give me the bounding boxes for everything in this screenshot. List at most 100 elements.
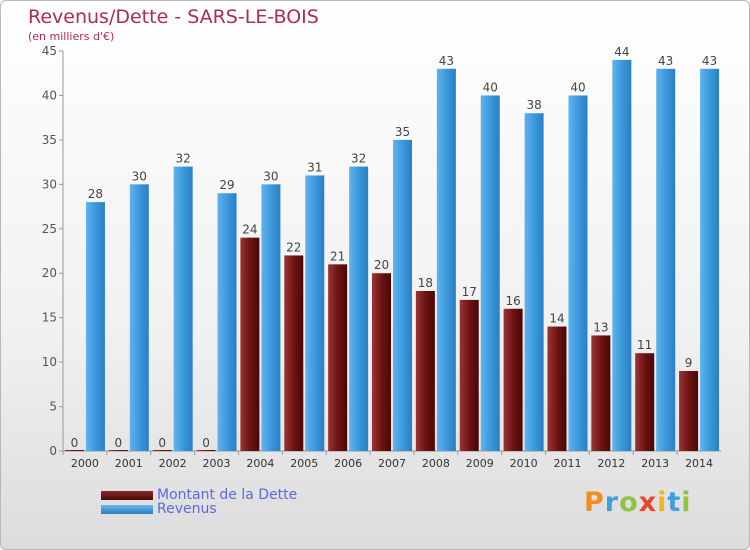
- value-label-revenus: 29: [219, 178, 234, 192]
- bar-debt: [108, 450, 128, 451]
- bar-debt: [152, 450, 172, 451]
- value-label-debt: 17: [462, 285, 477, 299]
- value-label-debt: 24: [242, 223, 257, 237]
- value-label-revenus: 40: [483, 80, 498, 94]
- x-tick-label: 2012: [597, 457, 625, 470]
- logo-letter: x: [638, 487, 658, 518]
- bar-revenus: [129, 184, 149, 452]
- y-tick-label: 5: [49, 400, 57, 414]
- bar-revenus: [480, 95, 500, 451]
- bar-revenus: [217, 193, 237, 451]
- bar-revenus: [173, 166, 193, 452]
- value-label-revenus: 35: [395, 125, 410, 139]
- x-tick-label: 2008: [422, 457, 450, 470]
- value-label-debt: 13: [593, 320, 608, 334]
- bar-debt: [459, 299, 479, 451]
- logo-letter: o: [619, 487, 639, 518]
- value-label-revenus: 38: [526, 98, 541, 112]
- bar-revenus: [524, 113, 544, 451]
- x-tick-label: 2010: [510, 457, 538, 470]
- x-tick-label: 2000: [71, 457, 99, 470]
- x-tick-label: 2003: [203, 457, 231, 470]
- bar-revenus: [700, 68, 720, 452]
- bar-debt: [328, 264, 348, 451]
- bar-revenus: [612, 59, 632, 452]
- value-label-debt: 21: [330, 249, 345, 263]
- y-tick-label: 25: [42, 222, 57, 236]
- bar-revenus: [393, 139, 412, 451]
- bar-revenus: [436, 68, 456, 452]
- y-tick-label: 35: [42, 133, 57, 147]
- bar-debt: [547, 326, 567, 451]
- bar-revenus: [656, 68, 676, 452]
- value-label-revenus: 43: [439, 54, 454, 68]
- bar-debt: [64, 450, 84, 451]
- value-label-revenus: 43: [702, 54, 717, 68]
- value-label-revenus: 30: [132, 169, 147, 183]
- value-label-debt: 20: [374, 258, 389, 272]
- legend-swatch-debt: [101, 491, 153, 500]
- bar-debt: [503, 308, 523, 451]
- y-tick-label: 20: [42, 266, 57, 280]
- y-tick-label: 0: [49, 444, 57, 458]
- logo-letter: r: [604, 487, 620, 518]
- value-label-debt: 0: [158, 436, 166, 450]
- proxiti-logo: Proxiti: [584, 487, 692, 518]
- x-tick-label: 2006: [334, 457, 362, 470]
- y-tick-label: 30: [42, 177, 57, 191]
- x-tick-label: 2001: [115, 457, 143, 470]
- value-label-revenus: 28: [88, 187, 103, 201]
- value-label-debt: 0: [202, 436, 210, 450]
- bar-debt: [591, 335, 611, 451]
- x-tick-label: 2014: [685, 457, 713, 470]
- legend-label-revenus: Revenus: [157, 501, 217, 517]
- value-label-revenus: 31: [307, 160, 322, 174]
- bar-revenus: [568, 95, 588, 451]
- logo-letter: P: [584, 487, 605, 518]
- value-label-revenus: 32: [176, 152, 191, 166]
- x-tick-label: 2009: [466, 457, 494, 470]
- value-label-debt: 22: [286, 240, 301, 254]
- bar-debt: [284, 255, 304, 451]
- value-label-debt: 0: [114, 436, 122, 450]
- bar-debt: [635, 353, 655, 451]
- value-label-debt: 0: [71, 436, 79, 450]
- value-label-debt: 14: [549, 312, 564, 326]
- x-tick-label: 2011: [553, 457, 581, 470]
- value-label-revenus: 30: [263, 169, 278, 183]
- y-tick-label: 15: [42, 311, 57, 325]
- logo-letter: i: [681, 487, 692, 518]
- bar-debt: [679, 371, 699, 451]
- x-tick-label: 2005: [290, 457, 318, 470]
- logo-letter: t: [667, 487, 682, 518]
- y-tick-label: 10: [42, 355, 57, 369]
- logo-letter: i: [657, 487, 668, 518]
- x-tick-label: 2013: [641, 457, 669, 470]
- x-tick-label: 2002: [159, 457, 187, 470]
- value-label-debt: 18: [418, 276, 433, 290]
- chart-subtitle: (en milliers d'€): [28, 30, 115, 43]
- value-label-revenus: 32: [351, 152, 366, 166]
- bar-revenus: [305, 175, 325, 451]
- bar-revenus: [85, 202, 105, 451]
- bar-debt: [196, 450, 216, 451]
- x-tick-label: 2007: [378, 457, 406, 470]
- value-label-debt: 11: [637, 338, 652, 352]
- value-label-debt: 16: [505, 294, 520, 308]
- bar-revenus: [349, 166, 369, 452]
- value-label-revenus: 43: [658, 54, 673, 68]
- chart-title: Revenus/Dette - SARS-LE-BOIS: [28, 6, 319, 28]
- bar-debt: [372, 273, 391, 451]
- bar-debt: [240, 237, 260, 451]
- legend-swatch-revenus: [101, 505, 153, 514]
- x-tick-label: 2004: [246, 457, 274, 470]
- y-tick-label: 45: [42, 44, 57, 58]
- value-label-revenus: 40: [570, 80, 585, 94]
- value-label-debt: 9: [685, 356, 693, 370]
- y-tick-label: 40: [42, 88, 57, 102]
- legend-label-debt: Montant de la Dette: [157, 487, 298, 503]
- bar-debt: [415, 291, 435, 451]
- bar-revenus: [261, 184, 281, 452]
